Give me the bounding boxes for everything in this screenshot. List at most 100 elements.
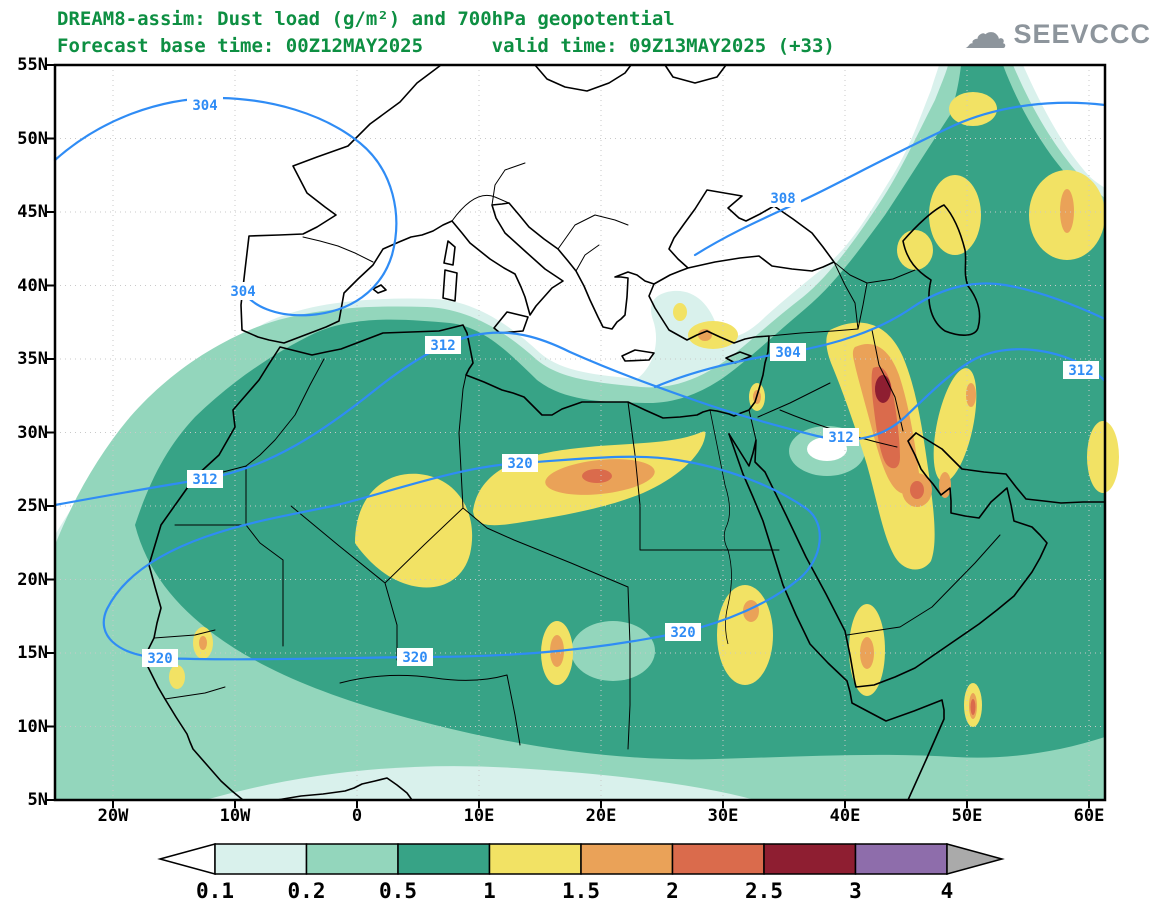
contour-label-text: 308 [770, 191, 795, 207]
contour-label-text: 304 [192, 98, 217, 114]
geopotential-contours [53, 96, 1107, 661]
coastline-arabia [728, 432, 1048, 688]
legend-cell-2 [671, 843, 765, 875]
y-axis-label: 10N [17, 716, 48, 737]
legend-label: 2 [666, 879, 679, 903]
x-axis-label: 20E [585, 806, 617, 826]
legend-arrow-right [946, 843, 1005, 875]
forecast-time-subtitle: Forecast base time: 00Z12MAY2025 valid t… [57, 35, 835, 57]
coastline-gulf-of-guinea [276, 777, 413, 801]
coastline-europe [240, 64, 655, 344]
contour-label-text: 320 [402, 650, 427, 666]
legend-cell-0.5 [397, 843, 491, 875]
contour-label-text: 312 [828, 430, 853, 446]
dust-region-1-algeria [355, 473, 473, 588]
dust-region-1-sw-turkey [688, 321, 738, 349]
dust-region-1.5-antalya [698, 329, 712, 341]
contour-label-text: 312 [430, 338, 455, 354]
contour-304-northwest [53, 96, 398, 317]
coastlines [143, 64, 1106, 801]
legend-arrow-left [157, 843, 216, 875]
country-borders [153, 162, 1001, 750]
contour-label-text: 320 [507, 456, 532, 472]
border-lines-europe [302, 162, 629, 272]
y-axis-label: 35N [17, 349, 48, 369]
y-axis-label: 55N [17, 55, 48, 75]
y-axis-label: 5N [27, 790, 48, 810]
contour-label: 312 [425, 336, 461, 354]
coastline-black-sea [653, 189, 835, 285]
x-axis-label: 10W [219, 806, 251, 826]
x-axis-label: 0 [351, 806, 363, 826]
legend-cell-1.5 [580, 843, 674, 875]
contour-label: 320 [397, 648, 433, 666]
chart-title: DREAM8-assim: Dust load (g/m²) and 700hP… [57, 8, 675, 30]
axis-ticks [47, 64, 1090, 808]
legend-label: 1 [483, 879, 496, 903]
x-axis-label: 20W [97, 806, 129, 826]
coastline-iran [915, 432, 1106, 504]
y-axis-label: 25N [17, 496, 48, 516]
contour-label: 304 [225, 282, 261, 300]
contour-320-ridge [102, 455, 821, 661]
x-axis-label: 40E [829, 806, 861, 826]
dust-region-1.5-west-arabia [860, 637, 874, 669]
dust-region-1-armenia [897, 230, 933, 270]
contour-label: 304 [770, 343, 806, 361]
contour-312 [53, 331, 1107, 507]
island-corsica [443, 240, 456, 266]
coastline-north-africa-levant [143, 283, 770, 801]
contour-label: 304 [187, 96, 223, 114]
legend-label: 0.1 [196, 879, 234, 903]
dust-region-1-zagros [933, 368, 977, 482]
legend-cell-0.2 [305, 843, 399, 875]
y-axis-label: 20N [17, 569, 48, 590]
coastline-baltic [534, 64, 727, 92]
dust-region-2-kuwait [910, 481, 924, 499]
contour-label: 312 [187, 470, 223, 488]
cloud-icon: ☁ [963, 8, 1008, 59]
map-area: 304 304 308 304 312 312 312 312 320 320 … [47, 63, 1119, 808]
coastline-red-sea-horn [728, 433, 945, 801]
contour-304-east [653, 282, 1107, 389]
coastline-caspian-sea [902, 204, 981, 336]
contour-label: 320 [142, 649, 178, 667]
dust-region-1-sudan [717, 585, 773, 685]
legend-cell-0.1 [214, 843, 308, 875]
dust-region-1.5-zagros-a [939, 472, 951, 498]
x-axis-label: 10E [463, 806, 495, 826]
y-axis-label: 50N [17, 128, 48, 149]
island-crete [621, 349, 655, 362]
x-axis-label: 50E [951, 806, 983, 826]
island-sardinia [442, 269, 458, 302]
x-axis-label: 30E [707, 806, 739, 826]
contour-labels: 304 304 308 304 312 312 312 312 320 320 … [142, 96, 1099, 667]
map-canvas: 304 304 308 304 312 312 312 312 320 320 … [47, 63, 1119, 808]
legend-label: 4 [941, 879, 954, 903]
dust-region-1.5-east-caspian [1060, 189, 1074, 233]
seevccc-logo: ☁ SEEVCCC [963, 12, 1151, 56]
dust-region-1.5-zagros-b [966, 383, 976, 407]
contour-label: 320 [502, 454, 538, 472]
legend-canvas: 0.1 0.2 0.5 1 1.5 2 2.5 3 4 [157, 843, 1005, 903]
legend-label: 0.2 [288, 879, 326, 903]
dust-region-1-caucasus [929, 175, 981, 255]
island-mallorca [372, 284, 387, 294]
dust-region-1-afghanistan [1087, 421, 1119, 493]
y-axis-label: 45N [17, 202, 48, 222]
legend-label: 0.5 [379, 879, 417, 903]
contour-label: 308 [765, 189, 801, 207]
dust-region-2-oman [970, 699, 976, 715]
map-frame [53, 63, 1107, 802]
y-axis-label: 30N [17, 422, 48, 443]
legend-label: 2.5 [745, 879, 783, 903]
legend-colorbar: 0.1 0.2 0.5 1 1.5 2 2.5 3 4 [150, 840, 1020, 907]
legend-cell-2.5 [763, 843, 857, 875]
legend-cell-3 [854, 843, 948, 875]
dust-region-1-north-caspian [949, 92, 997, 126]
title-block: DREAM8-assim: Dust load (g/m²) and 700hP… [57, 6, 835, 60]
dust-region-2-libya [582, 469, 612, 483]
contour-label: 312 [1063, 361, 1099, 379]
contour-label: 320 [665, 623, 701, 641]
